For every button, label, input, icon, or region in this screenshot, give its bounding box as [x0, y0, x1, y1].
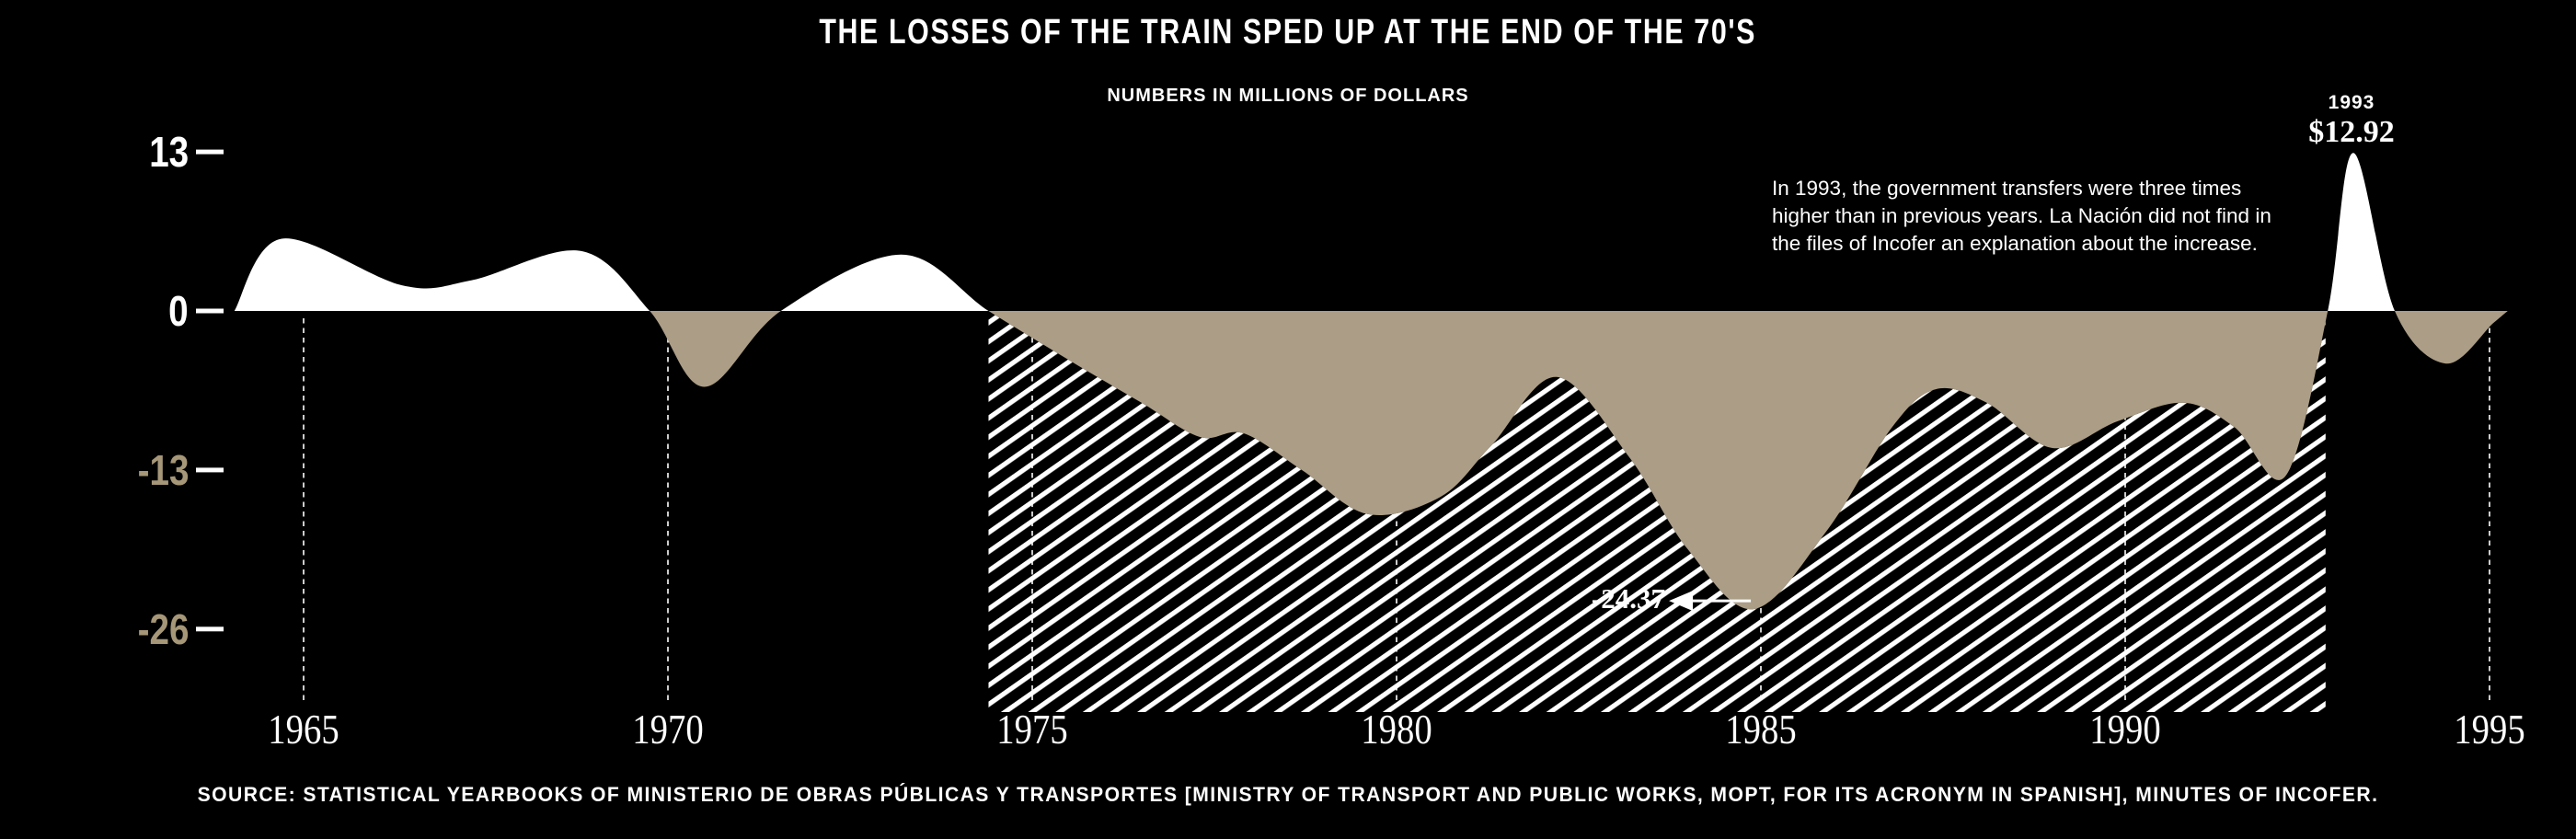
chart-title: THE LOSSES OF THE TRAIN SPED UP AT THE E…: [819, 13, 1757, 52]
source-credit: SOURCE: STATISTICAL YEARBOOKS OF MINISTE…: [197, 783, 2379, 806]
y-axis-label-13: 13: [149, 128, 189, 177]
x-axis-label-1985: 1985: [1725, 707, 1797, 753]
y-tick--13: [196, 467, 224, 473]
y-tick--26: [196, 626, 224, 632]
x-axis-label-1970: 1970: [632, 707, 704, 753]
peak-year-label: 1993: [2328, 92, 2375, 113]
y-axis-label--26: -26: [137, 604, 189, 653]
peak-1993-label: 1993 $12.92: [2269, 92, 2434, 150]
minimum-arrow: [1669, 591, 1752, 612]
chart-subtitle: NUMBERS IN MILLIONS OF DOLLARS: [1107, 86, 1469, 106]
y-axis-ticks: [196, 149, 224, 632]
x-axis-label-1990: 1990: [2089, 707, 2161, 753]
hatch-fill: [988, 311, 2326, 712]
minimum-arrowhead-icon: [1669, 591, 1694, 612]
y-tick-13: [196, 149, 224, 155]
peak-value-label: $12.92: [2308, 115, 2395, 149]
x-axis-label-1980: 1980: [1361, 707, 1432, 753]
hatched-loss-emphasis-area: [988, 311, 2326, 712]
positive-surplus-area: [234, 153, 2508, 311]
x-axis-label-1975: 1975: [996, 707, 1068, 753]
y-axis-label--13: -13: [137, 445, 189, 494]
y-axis-label-0: 0: [168, 287, 189, 335]
minimum-value-label: -24.37: [1591, 582, 1665, 615]
negative-loss-area: [234, 311, 2508, 610]
balance-areas: [234, 153, 2508, 610]
note-1993: In 1993, the government transfers were t…: [1772, 177, 2271, 255]
y-tick-0: [196, 308, 224, 314]
x-axis-label-1965: 1965: [268, 707, 339, 753]
x-axis-label-1995: 1995: [2454, 707, 2525, 753]
